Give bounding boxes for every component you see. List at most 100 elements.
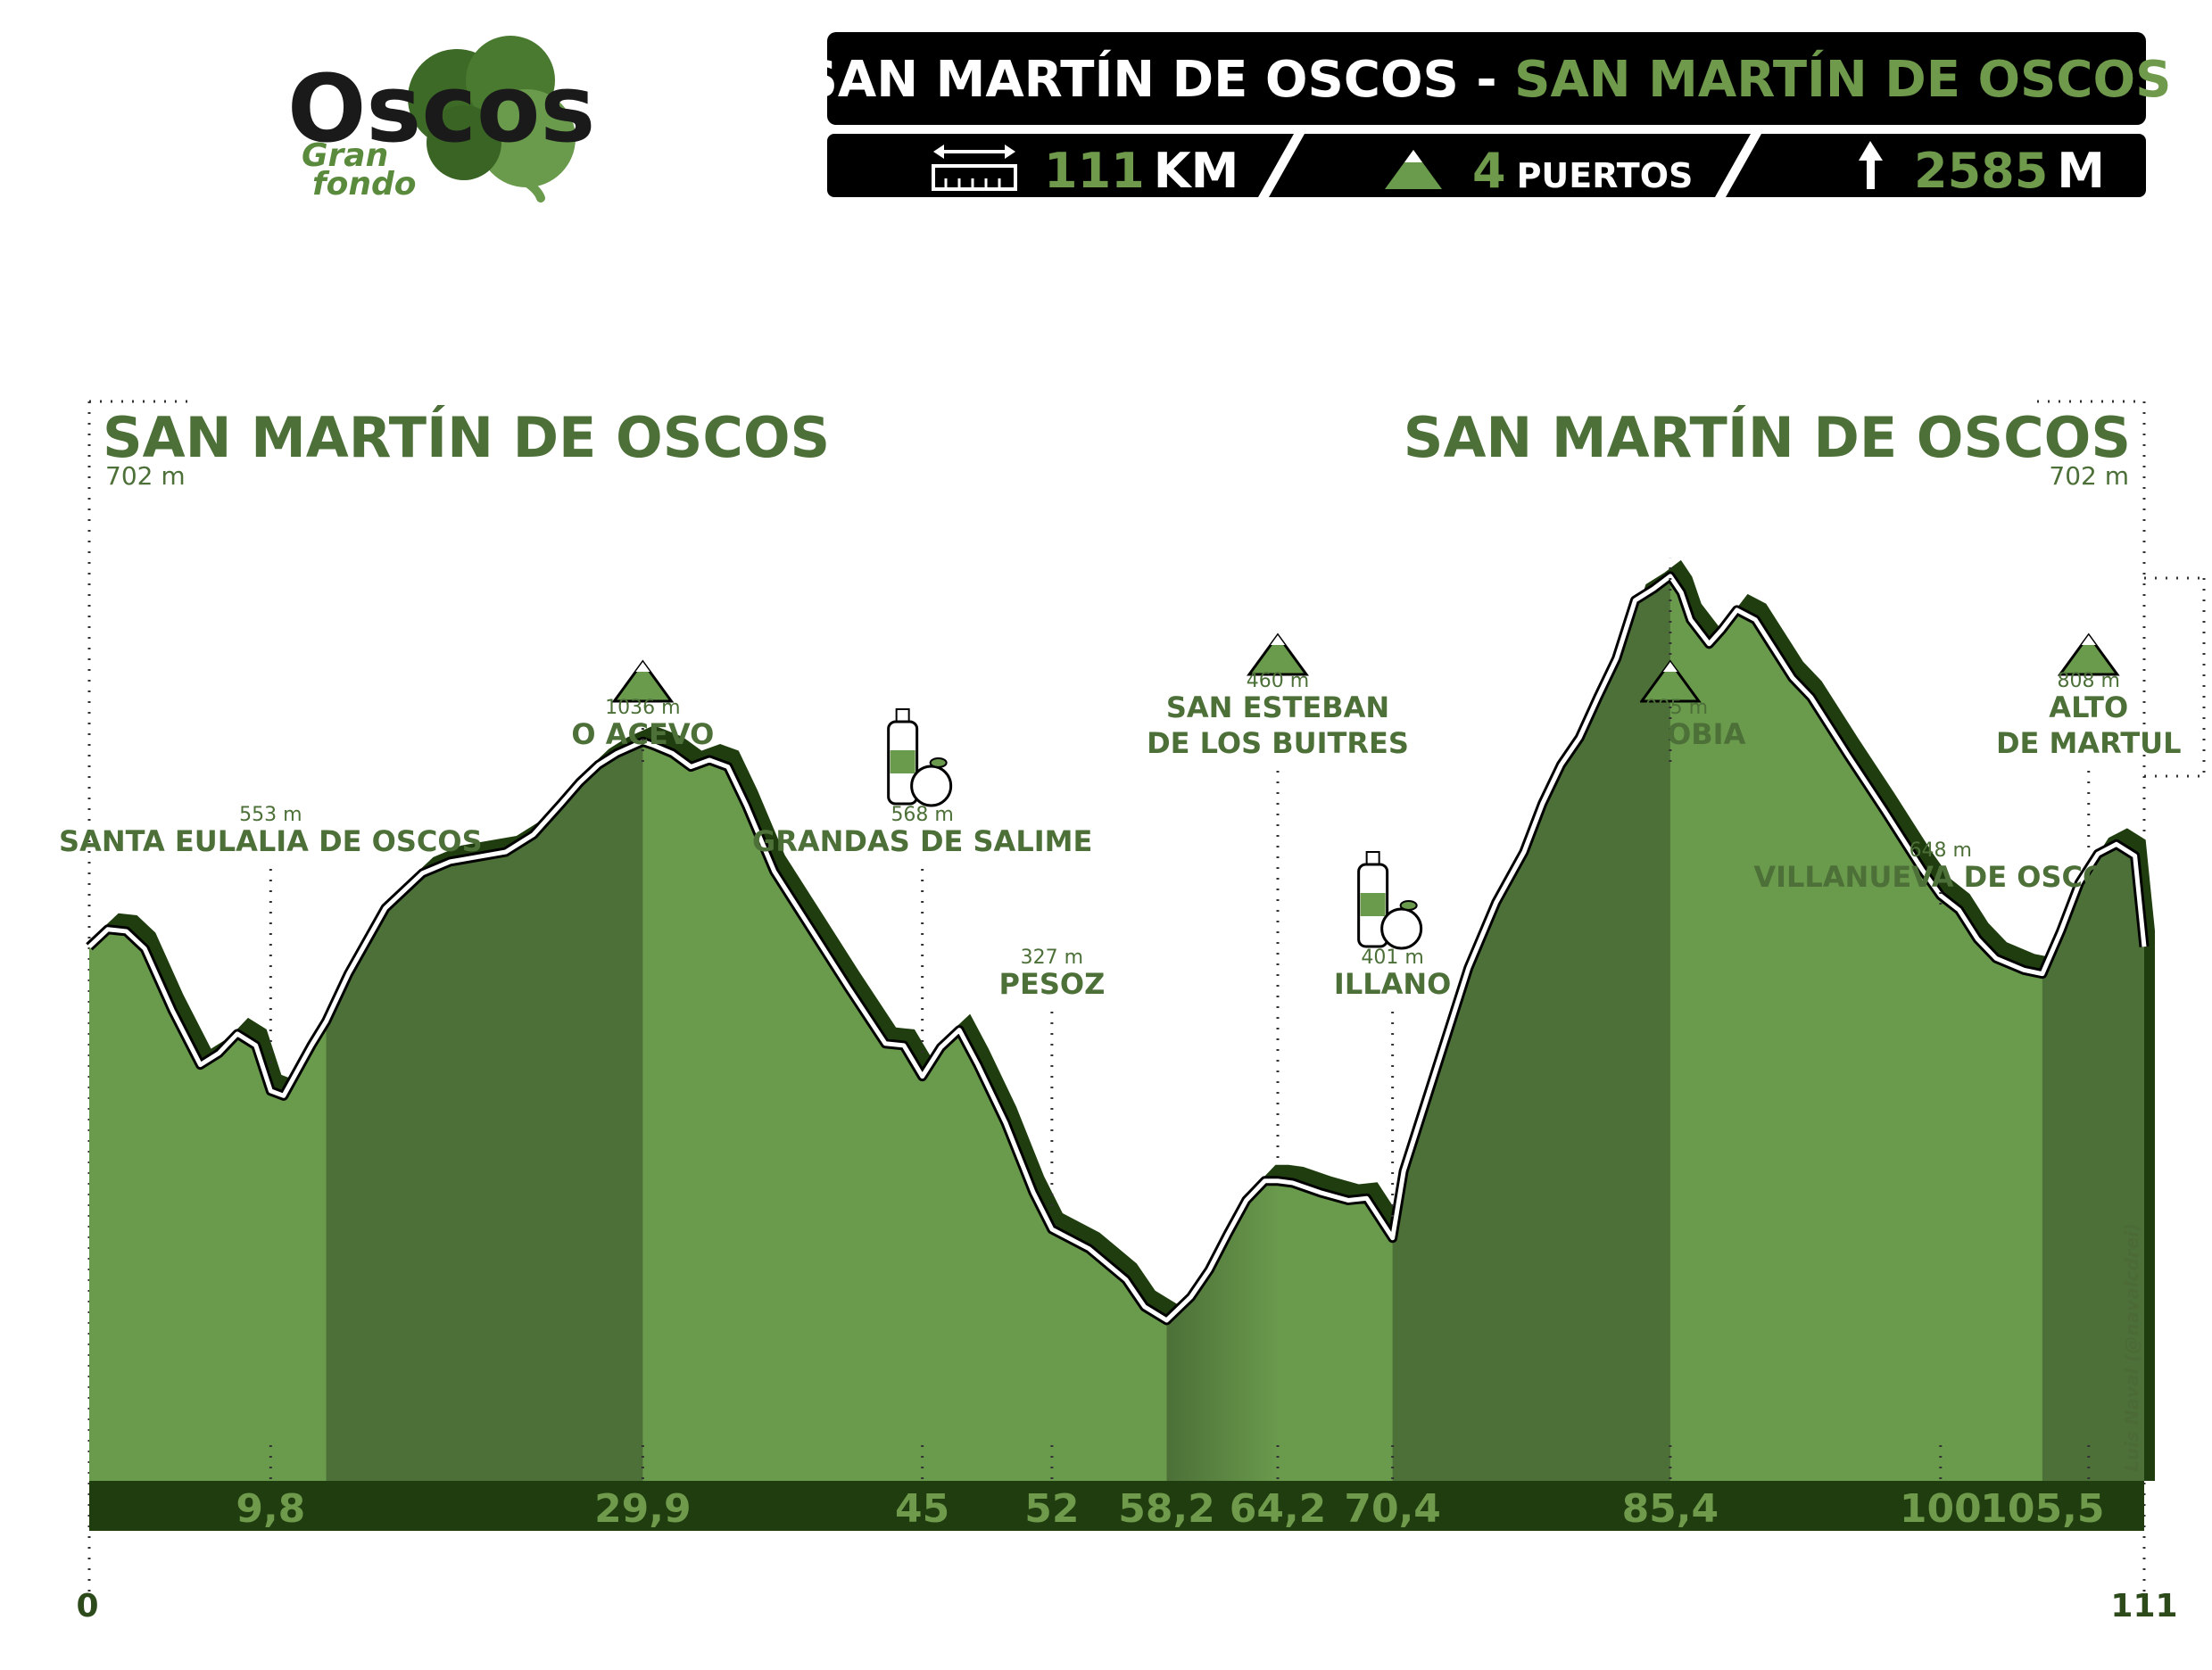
- point-altitude: 1085 m: [1633, 697, 1708, 719]
- climbs-stat: 4 PUERTOS: [1472, 143, 1693, 199]
- km-marker-label: 70,4: [1344, 1486, 1441, 1532]
- bottle-cap-icon: [895, 708, 910, 723]
- km-marker-label: 58,2: [1118, 1486, 1215, 1532]
- route-title-start: SAN MARTÍN DE OSCOS -: [802, 50, 1515, 109]
- point-label-group: 1036 mO ACEVO: [571, 659, 714, 751]
- start-town-name: SAN MARTÍN DE OSCOS: [103, 405, 830, 470]
- route-title-end: SAN MARTÍN DE OSCOS: [1514, 50, 2171, 109]
- profile-line: [86, 571, 2150, 1326]
- point-name: O ACEVO: [571, 717, 714, 751]
- km-band: [89, 1481, 2144, 1531]
- km-marker-label: 52: [1024, 1486, 1079, 1532]
- point-altitude: 553 m: [239, 804, 302, 826]
- bottle-cap-icon: [1365, 851, 1380, 865]
- apple-leaf-icon: [1399, 900, 1418, 911]
- profile-segment-6: [1392, 575, 1671, 1481]
- apple-leaf-icon: [929, 757, 948, 768]
- point-name: ILLANO: [1334, 967, 1451, 1001]
- elevation-unit: M: [2057, 143, 2105, 199]
- km-marker-label: 100: [1900, 1486, 1982, 1532]
- elevation-value: 2585: [1914, 143, 2048, 199]
- point-altitude: 648 m: [1910, 839, 1972, 862]
- finish-town-name: SAN MARTÍN DE OSCOS: [1404, 405, 2131, 470]
- logo-sub-text-1: Gran: [302, 137, 388, 174]
- oscos-granfondo-logo: Oscos Gran fondo: [287, 36, 595, 203]
- point-name: LA BOBIA: [1595, 717, 1745, 751]
- profile-segment-2: [326, 575, 643, 1481]
- mountain-snow-cap: [1271, 635, 1286, 645]
- point-name: VILLANUEVA DE OSCOS: [1753, 860, 2127, 894]
- point-name: ALTO: [2049, 690, 2128, 724]
- ruler-icon: [932, 145, 1017, 191]
- point-altitude: 460 m: [1247, 670, 1309, 692]
- point-label-group: 1085 mLA BOBIA: [1595, 659, 1746, 751]
- point-name: SANTA EULALIA DE OSCOS: [59, 824, 483, 858]
- bottle-label-icon: [890, 750, 915, 773]
- km-marker-label: 64,2: [1230, 1486, 1327, 1532]
- start-altitude: 702 m: [105, 461, 186, 491]
- mountain-snow-cap: [2081, 635, 2096, 645]
- point-altitude: 1036 m: [605, 697, 680, 719]
- finish-altitude: 702 m: [2049, 461, 2129, 491]
- point-altitude: 568 m: [891, 804, 953, 826]
- mountain-snow-cap: [635, 662, 650, 672]
- km-marker-label: 29,9: [594, 1486, 692, 1532]
- bottle-label-icon: [1360, 893, 1386, 916]
- clover-icon: [408, 36, 576, 203]
- climb-mountain-icon: [1247, 632, 1309, 676]
- author-credit: Luis Naval (@navalcdrei): [2121, 1223, 2142, 1472]
- route-header-banner: SAN MARTÍN DE OSCOS - SAN MARTÍN DE OSCO…: [802, 32, 2172, 199]
- stats-bar: [827, 134, 2146, 197]
- climb-mountain-icon: [611, 659, 675, 703]
- profile-segment-4: [1166, 575, 1279, 1481]
- mountain-snow-cap: [1662, 662, 1678, 672]
- logo-brand-text: Oscos: [287, 54, 595, 163]
- km-marker-label: 9,8: [236, 1486, 305, 1532]
- climbs-value: 4: [1472, 143, 1506, 199]
- profile-segment-5: [1278, 575, 1394, 1481]
- stats-divider-2: [1715, 134, 1761, 197]
- distance-unit: KM: [1154, 143, 1239, 199]
- km-marker-label: 45: [895, 1486, 949, 1532]
- km-marker-label: 85,4: [1622, 1486, 1719, 1532]
- route-title: SAN MARTÍN DE OSCOS - SAN MARTÍN DE OSCO…: [802, 50, 2172, 109]
- profile-highlight: [87, 574, 2147, 1323]
- arrow-up-icon: [1859, 141, 1883, 189]
- distance-value: 111: [1044, 143, 1145, 199]
- apple-icon: [1380, 907, 1423, 950]
- axis-end-label: 111: [2110, 1588, 2177, 1625]
- point-name: DE MARTUL: [1996, 726, 2182, 760]
- profile-segment-7: [1669, 575, 2043, 1481]
- point-marker-lines: [269, 558, 2091, 1481]
- point-altitude: 808 m: [2058, 670, 2120, 692]
- point-name: DE LOS BUITRES: [1147, 726, 1409, 760]
- stats-divider-1: [1258, 134, 1305, 197]
- point-altitude: 327 m: [1021, 947, 1083, 969]
- climb-mountain-icon: [2057, 632, 2120, 676]
- point-name: SAN ESTEBAN: [1166, 690, 1389, 724]
- climbs-unit: PUERTOS: [1517, 156, 1694, 195]
- mountain-icon: [1385, 150, 1442, 189]
- elevation-stat: 2585 M: [1914, 143, 2105, 199]
- point-name: GRANDAS DE SALIME: [752, 824, 1092, 858]
- climb-mountain-icon: [1638, 659, 1702, 703]
- apple-icon: [910, 765, 953, 807]
- point-altitude: 401 m: [1361, 947, 1423, 969]
- logo-sub-text-2: fondo: [312, 166, 417, 203]
- title-bar: [827, 32, 2146, 125]
- profile-segments: [89, 575, 2144, 1481]
- point-name: PESOZ: [999, 967, 1106, 1001]
- distance-stat: 111 KM: [1044, 143, 1239, 199]
- axis-start-label: 0: [76, 1588, 98, 1625]
